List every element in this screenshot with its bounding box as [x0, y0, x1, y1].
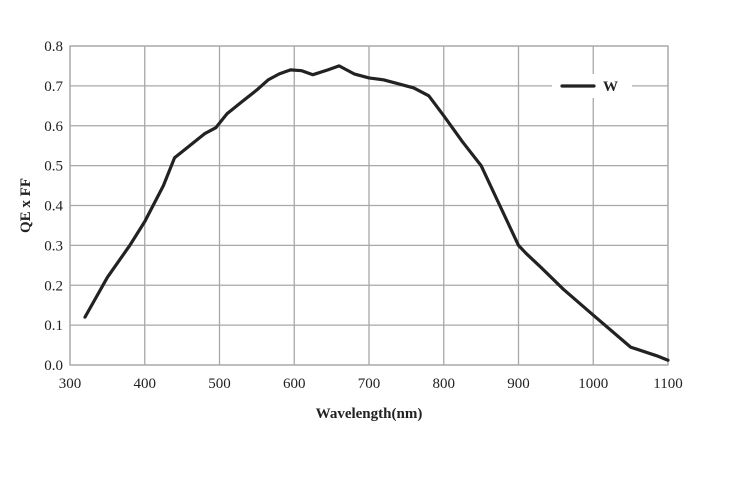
x-tick-label: 400: [134, 376, 157, 392]
x-tick-label: 600: [283, 376, 306, 392]
x-tick-label: 300: [59, 376, 82, 392]
y-tick-label: 0.5: [44, 159, 63, 175]
y-tick-label: 0.0: [44, 358, 63, 374]
y-tick-label: 0.7: [44, 79, 63, 95]
series-line-w: [83, 64, 670, 362]
y-tick-label: 0.1: [44, 318, 63, 334]
plot-frame: [69, 45, 669, 366]
x-tick-label: 800: [433, 376, 456, 392]
x-tick-label: 700: [358, 376, 381, 392]
legend: W: [552, 74, 632, 98]
x-tick-label: 900: [507, 376, 530, 392]
x-tick-label: 1000: [578, 376, 608, 392]
x-axis-title: Wavelength(nm): [316, 406, 423, 422]
x-tick-label: 1100: [653, 376, 682, 392]
x-tick-labels: 300 400 500 600 700 800 900 1000 1100: [59, 376, 683, 392]
y-tick-labels: 0.0 0.1 0.2 0.3 0.4 0.5 0.6 0.7 0.8: [44, 39, 63, 374]
y-tick-label: 0.4: [44, 199, 63, 215]
y-axis-title: QE x FF: [18, 178, 34, 233]
x-tick-label: 500: [208, 376, 231, 392]
series-layer: [83, 64, 670, 362]
y-tick-label: 0.6: [44, 119, 63, 135]
legend-label-w: W: [603, 79, 618, 95]
y-tick-label: 0.3: [44, 238, 63, 254]
y-tick-label: 0.2: [44, 278, 63, 294]
y-tick-label: 0.8: [44, 39, 63, 55]
